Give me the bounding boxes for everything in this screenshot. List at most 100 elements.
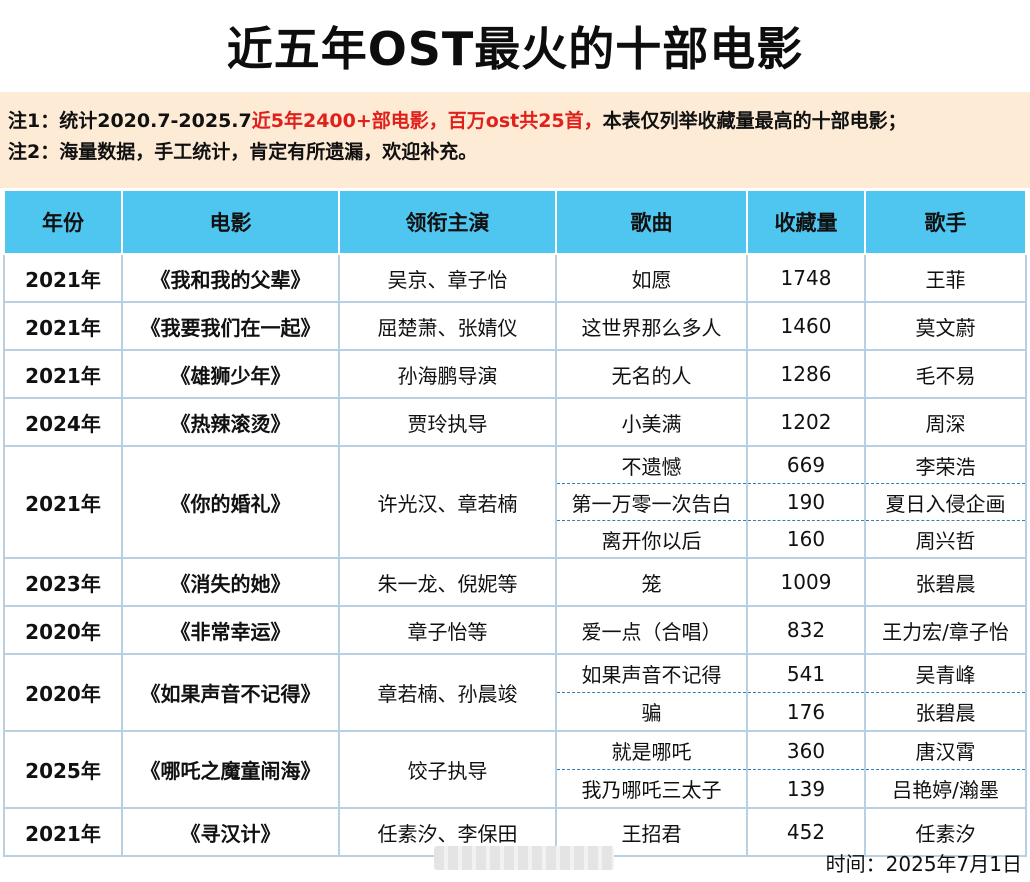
singer-cell: 吴青峰 [865, 654, 1027, 693]
singer-cell: 王力宏/章子怡 [865, 606, 1027, 655]
table-row: 2020年 《非常幸运》 章子怡等 爱一点（合唱） 832 王力宏/章子怡 [3, 606, 1027, 655]
movie-cell: 《你的婚礼》 [122, 446, 340, 559]
movie-cell: 《如果声音不记得》 [122, 654, 340, 732]
year-cell: 2021年 [3, 808, 123, 857]
song-cell: 离开你以后 [555, 520, 748, 559]
table-row: 2021年 《雄狮少年》 孙海鹏导演 无名的人 1286 毛不易 [3, 350, 1027, 399]
movie-cell: 《雄狮少年》 [122, 350, 340, 399]
singer-cell: 吕艳婷/瀚墨 [865, 769, 1027, 809]
song-cell: 这世界那么多人 [556, 302, 748, 351]
song-cell: 就是哪吒 [556, 731, 748, 770]
movie-cell: 《消失的她》 [122, 558, 340, 607]
song-cell: 王招君 [556, 808, 748, 857]
table-header-row: 年份 电影 领衔主演 歌曲 收藏量 歌手 [3, 189, 1027, 255]
ost-table: 年份 电影 领衔主演 歌曲 收藏量 歌手 2021年 《我和我的父辈》 吴京、章子怡… [3, 189, 1027, 857]
count-cell: 1460 [747, 302, 866, 351]
year-cell: 2021年 [3, 350, 123, 399]
table-row: 2020年 《如果声音不记得》 章若楠、孙晨竣 如果声音不记得 541 吴青峰 [3, 654, 1027, 732]
count-cell: 160 [747, 520, 866, 559]
year-cell: 2021年 [3, 446, 123, 559]
song-cell: 笼 [556, 558, 748, 607]
singer-cell: 张碧晨 [865, 558, 1027, 607]
movie-cell: 《热辣滚烫》 [122, 398, 340, 447]
song-cell: 不遗憾 [556, 446, 748, 484]
count-cell: 832 [747, 606, 866, 655]
cast-cell: 章子怡等 [339, 606, 557, 655]
song-cell: 如果声音不记得 [556, 654, 748, 693]
note-1-suffix: 本表仅列举收藏量最高的十部电影； [602, 110, 907, 132]
note-line-2: 注2：海量数据，手工统计，肯定有所遗漏，欢迎补充。 [8, 141, 478, 163]
count-cell: 1748 [747, 254, 866, 303]
singer-cell: 莫文蔚 [865, 302, 1027, 351]
year-cell: 2020年 [3, 606, 123, 655]
cast-cell: 章若楠、孙晨竣 [339, 654, 557, 732]
singer-cell: 张碧晨 [865, 692, 1027, 732]
table-body: 2021年 《我和我的父辈》 吴京、章子怡 如愿 1748 王菲 2021年 《我要我们在一起… [3, 254, 1027, 857]
header-movie: 电影 [121, 189, 340, 255]
table-row: 第一万零一次告白 190 夏日入侵企画 [4, 483, 1027, 521]
count-cell: 1009 [747, 558, 866, 607]
song-cell: 小美满 [556, 398, 748, 447]
year-cell: 2021年 [3, 302, 123, 351]
header-singer: 歌手 [864, 189, 1027, 255]
count-cell: 360 [747, 731, 866, 770]
header-year: 年份 [3, 189, 123, 255]
table-row: 2021年 《寻汉计》 任素汐、李保田 王招君 452 任素汐 [3, 808, 1027, 857]
singer-cell: 毛不易 [865, 350, 1027, 399]
movie-cell: 《我和我的父辈》 [122, 254, 340, 303]
note-line-1: 注1：统计2020.7-2025.7近5年2400+部电影，百万ost共25首，… [8, 106, 1030, 137]
note-1-prefix: 注1：统计2020.7-2025.7 [8, 110, 252, 132]
count-cell: 1202 [747, 398, 866, 447]
singer-cell: 夏日入侵企画 [865, 483, 1027, 521]
song-cell: 爱一点（合唱） [556, 606, 748, 655]
year-cell: 2024年 [3, 398, 123, 447]
count-cell: 176 [747, 692, 866, 732]
singer-cell: 周兴哲 [865, 520, 1027, 559]
year-cell: 2023年 [3, 558, 123, 607]
cast-cell: 孙海鹏导演 [339, 350, 557, 399]
singer-cell: 唐汉霄 [865, 731, 1027, 770]
year-cell: 2020年 [3, 654, 123, 732]
singer-cell: 周深 [865, 398, 1027, 447]
singer-cell: 王菲 [865, 254, 1027, 303]
song-cell: 无名的人 [556, 350, 748, 399]
table-row: 2021年 《你的婚礼》 许光汉、章若楠 不遗憾 669 李荣浩 [3, 446, 1027, 559]
cast-cell: 屈楚萧、张婧仪 [339, 302, 557, 351]
count-cell: 139 [747, 769, 866, 809]
header-count: 收藏量 [746, 189, 866, 255]
header-song: 歌曲 [555, 189, 748, 255]
cast-cell: 饺子执导 [339, 731, 557, 809]
header-cast: 领衔主演 [338, 189, 557, 255]
cast-cell: 吴京、章子怡 [339, 254, 557, 303]
movie-cell: 《寻汉计》 [122, 808, 340, 857]
movie-cell: 《我要我们在一起》 [122, 302, 340, 351]
table-row: 2025年 《哪吒之魔童闹海》 饺子执导 就是哪吒 360 唐汉霄 [3, 731, 1027, 809]
count-cell: 452 [747, 808, 866, 857]
table-row: 我乃哪吒三太子 139 吕艳婷/瀚墨 [4, 769, 1027, 809]
count-cell: 1286 [747, 350, 866, 399]
year-cell: 2021年 [3, 254, 123, 303]
singer-cell: 任素汐 [865, 808, 1027, 857]
year-cell: 2025年 [3, 731, 123, 809]
page-title: 近五年OST最火的十部电影 [226, 22, 804, 76]
watermark-blur [434, 846, 614, 870]
table-row: 2021年 《我要我们在一起》 屈楚萧、张婧仪 这世界那么多人 1460 莫文蔚 [3, 302, 1027, 351]
table-row: 2023年 《消失的她》 朱一龙、倪妮等笼 1009 张碧晨 [3, 558, 1027, 607]
song-cell: 第一万零一次告白 [555, 483, 748, 521]
movie-cell: 《哪吒之魔童闹海》 [122, 731, 340, 809]
notes-panel: 注1：统计2020.7-2025.7近5年2400+部电影，百万ost共25首，… [0, 92, 1030, 188]
count-cell: 541 [747, 654, 866, 693]
cast-cell: 朱一龙、倪妮等 [339, 558, 557, 607]
table-row: 离开你以后 160 周兴哲 [4, 520, 1027, 559]
cast-cell: 许光汉、章若楠 [339, 446, 557, 559]
note-1-highlight: 近5年2400+部电影，百万ost共25首， [251, 110, 603, 132]
count-cell: 190 [747, 483, 866, 521]
song-cell: 我乃哪吒三太子 [555, 769, 748, 809]
table-row: 2024年 《热辣滚烫》 贾玲执导 小美满 1202 周深 [3, 398, 1027, 447]
table-row: 骗 176 张碧晨 [4, 692, 1027, 732]
cast-cell: 贾玲执导 [339, 398, 557, 447]
song-cell: 如愿 [556, 254, 748, 303]
footer-date: 时间：2025年7月1日 [825, 852, 1022, 876]
singer-cell: 李荣浩 [865, 446, 1027, 484]
